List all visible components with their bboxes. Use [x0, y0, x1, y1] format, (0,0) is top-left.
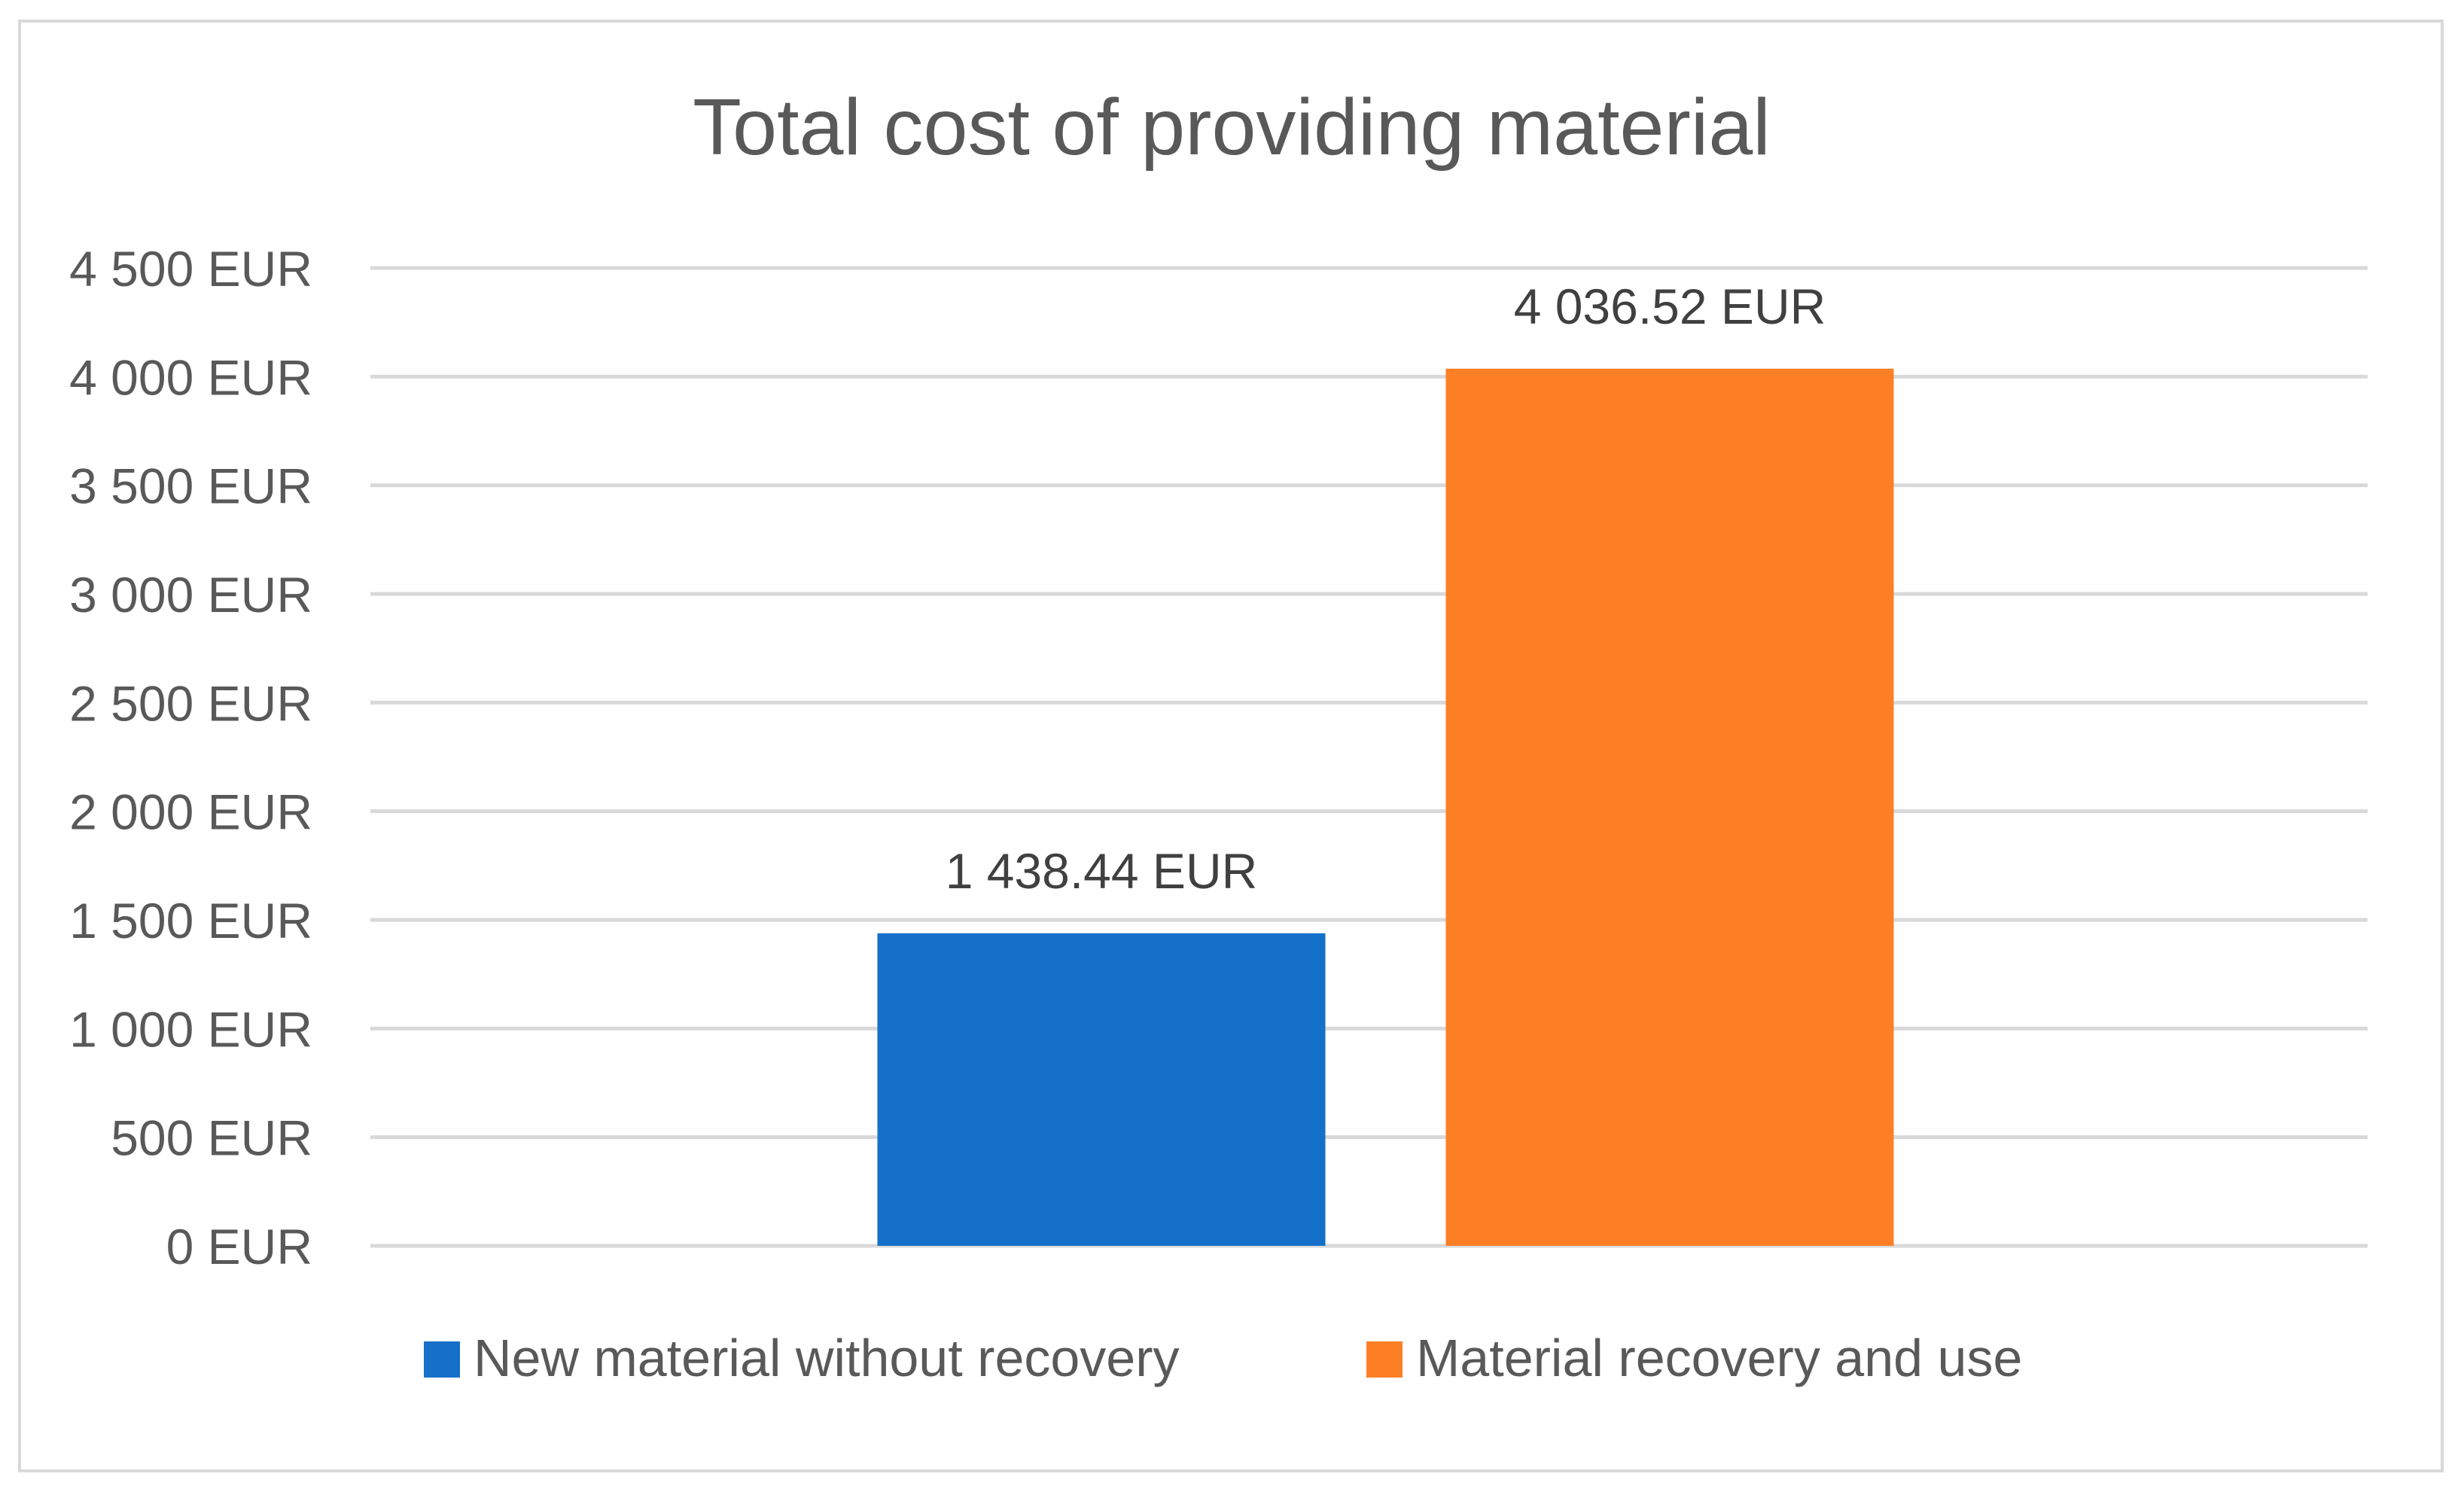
y-tick-label: 2 000 EUR [69, 784, 312, 840]
data-labels: 1 438.44 EUR 4 036.52 EUR [946, 279, 1826, 899]
legend-label: Material recovery and use [1416, 1329, 2022, 1387]
bar-material-recovery [1445, 368, 1894, 1246]
bar-new-material [877, 933, 1326, 1246]
legend: New material without recovery Material re… [424, 1329, 2022, 1387]
legend-swatch [424, 1341, 460, 1378]
y-tick-label: 1 500 EUR [69, 893, 312, 948]
y-tick-label: 4 000 EUR [69, 349, 312, 405]
y-tick-label: 1 000 EUR [69, 1001, 312, 1057]
legend-label: New material without recovery [474, 1329, 1180, 1387]
data-label: 4 036.52 EUR [1514, 279, 1826, 334]
y-tick-label: 500 EUR [111, 1110, 312, 1166]
y-tick-label: 0 EUR [166, 1219, 312, 1274]
gridlines [370, 266, 2368, 1248]
y-tick-label: 4 500 EUR [69, 241, 312, 297]
y-axis-ticks: 0 EUR 500 EUR 1 000 EUR 1 500 EUR 2 000 EUR 2… [69, 241, 312, 1274]
chart-title: Total cost of providing material [693, 83, 1771, 172]
data-label: 1 438.44 EUR [946, 843, 1258, 899]
y-tick-label: 3 000 EUR [69, 567, 312, 623]
legend-swatch [1366, 1341, 1403, 1378]
y-tick-label: 3 500 EUR [69, 458, 312, 514]
y-tick-label: 2 500 EUR [69, 675, 312, 731]
bars [877, 368, 1894, 1246]
